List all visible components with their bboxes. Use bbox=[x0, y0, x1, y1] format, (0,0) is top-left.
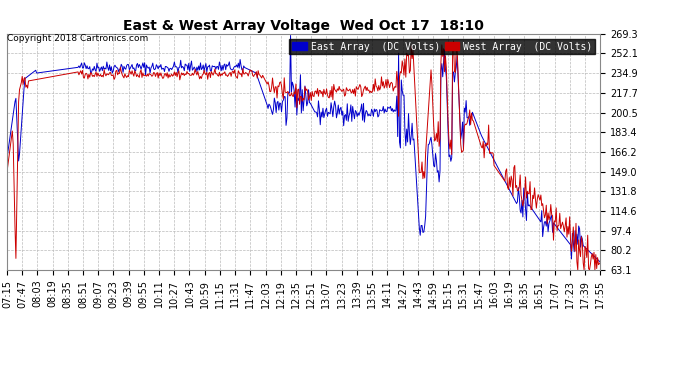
Legend: East Array  (DC Volts), West Array  (DC Volts): East Array (DC Volts), West Array (DC Vo… bbox=[289, 39, 595, 54]
Title: East & West Array Voltage  Wed Oct 17  18:10: East & West Array Voltage Wed Oct 17 18:… bbox=[123, 19, 484, 33]
Text: Copyright 2018 Cartronics.com: Copyright 2018 Cartronics.com bbox=[7, 34, 148, 43]
